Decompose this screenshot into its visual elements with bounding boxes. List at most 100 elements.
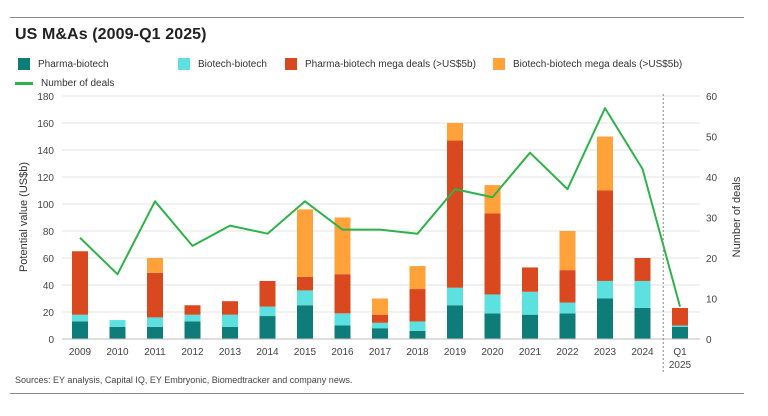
x-tick-label: 2023 [594, 347, 617, 358]
x-tick-label: 2014 [256, 347, 279, 358]
legend-item-pharma-mega: Pharma-biotech mega deals (>US$5b) [285, 58, 476, 70]
y-tick-label-left: 160 [37, 119, 54, 130]
chart-title: US M&As (2009-Q1 2025) [15, 26, 207, 43]
legend-label-pharma-mega: Pharma-biotech mega deals (>US$5b) [305, 58, 476, 70]
deals-line [79, 107, 681, 307]
bar-pharma-biotech [147, 326, 163, 339]
x-tick-label: 2025 [669, 360, 692, 371]
legend-item-pharma-biotech: Pharma-biotech [18, 58, 109, 70]
legend-swatch-pharma-mega [285, 58, 297, 70]
bar-biotech-biotech [634, 280, 651, 308]
bar-biotech-mega [447, 123, 463, 141]
bar-biotech-biotech [184, 314, 201, 322]
legend-label-biotech-mega: Biotech-biotech mega deals (>US$5b) [513, 58, 683, 70]
source-note: Sources: EY analysis, Capital IQ, EY Emb… [15, 375, 353, 385]
bar-biotech-biotech [409, 321, 426, 331]
y-tick-label-left: 40 [43, 281, 55, 292]
y-tick-label-right: 60 [706, 92, 718, 103]
legend-label-biotech-biotech: Biotech-biotech [198, 58, 267, 70]
bar-pharma-mega [372, 314, 388, 323]
bar-pharma-mega [147, 272, 163, 318]
x-tick-label: 2016 [331, 347, 354, 358]
y-tick-label-right: 20 [706, 254, 718, 265]
bars [72, 123, 688, 339]
bar-pharma-biotech [334, 325, 351, 339]
bar-pharma-mega [484, 213, 501, 295]
legend-swatch-biotech-mega [493, 58, 505, 70]
y-tick-label-right: 50 [706, 133, 718, 144]
x-tick-label: Q1 [673, 347, 687, 358]
bar-pharma-mega [409, 289, 426, 322]
bar-pharma-mega [297, 276, 313, 291]
x-tick-label: 2020 [481, 347, 504, 358]
bar-pharma-biotech [109, 326, 126, 339]
bar-pharma-mega [672, 307, 688, 326]
bar-pharma-mega [184, 305, 201, 315]
x-tick-label: 2019 [444, 347, 467, 358]
bar-pharma-mega [522, 267, 538, 292]
bar-biotech-biotech [597, 280, 613, 299]
x-tick-label: 2012 [181, 347, 204, 358]
y-tick-label-left: 60 [43, 254, 55, 265]
y-tick-label-right: 40 [706, 173, 718, 184]
bar-biotech-mega [372, 298, 388, 315]
bar-pharma-biotech [72, 321, 88, 339]
bar-biotech-biotech [334, 313, 351, 326]
bar-biotech-mega [147, 258, 163, 273]
bar-biotech-biotech [447, 287, 463, 306]
bar-pharma-biotech [672, 326, 688, 339]
bar-biotech-biotech [297, 290, 313, 306]
bar-pharma-biotech [372, 328, 388, 339]
bar-biotech-biotech [259, 306, 276, 317]
legend-item-biotech-mega: Biotech-biotech mega deals (>US$5b) [493, 58, 682, 70]
bar-biotech-biotech [522, 291, 538, 315]
bar-biotech-mega [559, 231, 576, 271]
bottom-rule [10, 393, 744, 394]
x-tick-label: 2017 [369, 347, 392, 358]
bar-biotech-mega [334, 217, 351, 275]
y-tick-label-left: 0 [48, 335, 54, 346]
bar-pharma-mega [447, 140, 463, 288]
bar-biotech-biotech [109, 320, 126, 327]
x-tick-label: 2021 [519, 347, 542, 358]
x-tick-label: 2011 [144, 347, 166, 358]
bar-biotech-biotech [672, 325, 688, 327]
legend-label-pharma-biotech: Pharma-biotech [38, 58, 109, 70]
bar-biotech-mega [297, 209, 313, 277]
bar-pharma-biotech [634, 307, 651, 339]
legend-label-number-of-deals: Number of deals [41, 78, 115, 89]
x-tick-label: 2013 [219, 347, 242, 358]
bar-pharma-biotech [259, 316, 276, 339]
bar-pharma-biotech [184, 321, 201, 339]
bar-biotech-biotech [222, 314, 238, 327]
bar-pharma-biotech [597, 298, 613, 339]
x-tick-label: 2009 [69, 347, 92, 358]
bar-pharma-biotech [559, 313, 576, 339]
legend-item-biotech-biotech: Biotech-biotech [178, 58, 267, 70]
bar-pharma-biotech [447, 305, 463, 339]
bar-pharma-mega [559, 270, 576, 303]
y-tick-label-left: 180 [37, 92, 54, 103]
legend-swatch-biotech-biotech [178, 58, 190, 70]
bar-biotech-mega [597, 136, 613, 191]
y-axis-label-left: Potential value (US$b) [18, 162, 30, 272]
bar-pharma-mega [597, 190, 613, 281]
axes: 0 20 40 60 80 100 120 140 160 180 0 10 20 30 40 50 60 200… [37, 92, 718, 372]
bar-biotech-biotech [147, 317, 163, 327]
y-tick-label-left: 100 [37, 200, 54, 211]
x-tick-label: 2022 [556, 347, 579, 358]
y-tick-label-left: 80 [43, 227, 55, 238]
bar-biotech-mega [409, 266, 426, 290]
x-tick-label: 2010 [106, 347, 129, 358]
y-tick-label-right: 30 [706, 214, 718, 225]
x-tick-label: 2015 [294, 347, 317, 358]
bar-biotech-biotech [559, 302, 576, 314]
y-tick-label-left: 120 [37, 173, 54, 184]
bar-pharma-biotech [484, 313, 501, 339]
bar-pharma-mega [634, 258, 651, 281]
legend-swatch-pharma-biotech [18, 58, 30, 70]
bar-pharma-biotech [222, 326, 238, 339]
x-tick-label: 2024 [631, 347, 654, 358]
legend-swatch-number-of-deals [15, 82, 33, 85]
